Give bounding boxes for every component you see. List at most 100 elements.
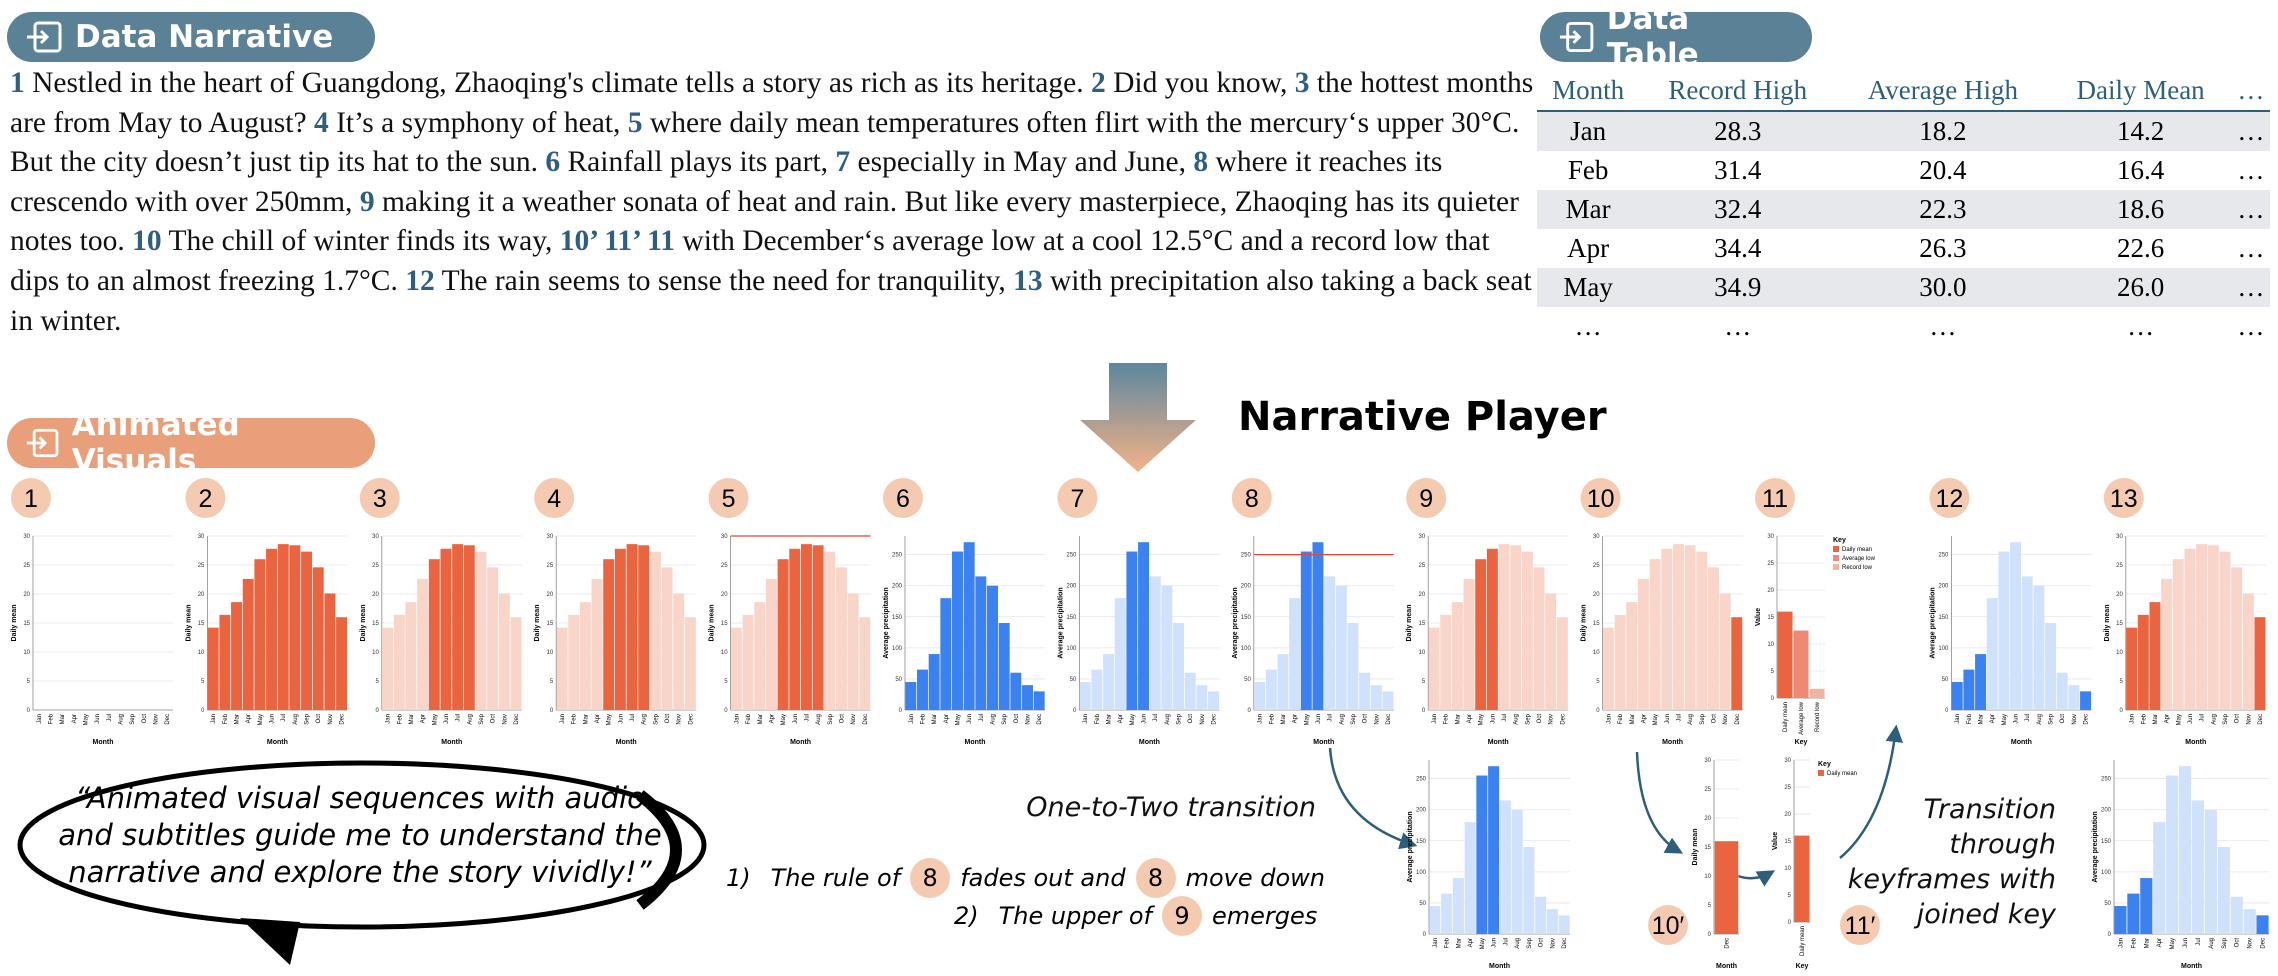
bar (917, 669, 928, 710)
legend-title: Key (1833, 537, 1846, 544)
y-tick-label: 20 (1784, 812, 1791, 818)
y-tick-label: 5 (1771, 669, 1775, 675)
bar (2196, 544, 2208, 710)
x-tick-label: Apr (421, 714, 427, 723)
bar (1614, 614, 1626, 710)
y-tick-label: 250 (1416, 777, 1427, 783)
x-tick-label: Sep (2049, 713, 2055, 724)
y-tick-label: 10 (1419, 650, 1426, 656)
section-pill: Animated Visuals (7, 407, 375, 479)
bar (626, 544, 638, 710)
bar (859, 617, 871, 710)
x-tick-label: Sep (2223, 713, 2229, 724)
table-cell: 31.4 (1714, 155, 1762, 185)
thumbnail: 0 5 10 15 20 25 30 Daily mean Month Jan Feb Mar Apr M… (708, 478, 871, 746)
y-tick-label: 20 (372, 592, 379, 598)
frame-badge (1406, 478, 1447, 518)
x-axis-label: Month (1488, 739, 1509, 746)
x-axis-label: Month (1489, 963, 1510, 970)
y-tick-label: 200 (1416, 808, 1427, 814)
x-tick-label: Nov (1549, 714, 1555, 725)
y-tick-label: 0 (550, 708, 554, 714)
x-tick-label: Jun (967, 714, 973, 724)
y-tick-label: 0 (1788, 920, 1792, 926)
x-tick-label: Mar (2153, 714, 2159, 724)
y-tick-label: 250 (1938, 553, 1949, 559)
y-tick-label: 20 (721, 592, 728, 598)
x-tick-label: Oct (1363, 714, 1369, 724)
bar (1499, 800, 1511, 934)
x-tick-label: Jan (2118, 938, 2124, 948)
x-tick-label: Jun (95, 714, 101, 724)
x-tick-label: Mar (1456, 938, 1462, 948)
x-tick-label: Nov (1200, 714, 1206, 725)
x-axis-label: Key (1796, 963, 1809, 970)
frame-badge (1648, 905, 1688, 945)
x-tick-label: Jul (107, 714, 113, 722)
thumbnail: 0 5 10 15 20 25 30 Daily mean Month Jan Feb Mar Apr M… (1580, 478, 1743, 746)
x-tick-label: Jul (1502, 714, 1508, 722)
x-tick-label: Aug (2037, 714, 2043, 725)
bar (603, 559, 615, 710)
x-tick-label: Mar (409, 714, 415, 724)
thumbnail: 0 5 10 15 20 25 30 Value Key Daily mean Key Daily m… (1772, 758, 1880, 970)
y-tick-label: 20 (1704, 816, 1711, 822)
x-tick-label: Nov (677, 714, 683, 725)
bar (2230, 896, 2243, 934)
frame-badge (1580, 478, 1621, 518)
table-row: Feb 31.4 20.4 16.4… (1537, 151, 2270, 190)
bar (1208, 691, 1220, 710)
bar (1254, 682, 1266, 710)
y-axis-label: Average precipitation (1057, 587, 1064, 658)
y-tick-label: 150 (892, 615, 903, 621)
note-line: keyframes with (1847, 864, 2056, 895)
bar (673, 593, 685, 710)
bar (1173, 623, 1185, 710)
x-tick-label: May (956, 714, 962, 725)
bar (1661, 548, 1673, 710)
step-number: 1) (726, 864, 751, 892)
table-cell: 22.3 (1836, 190, 2050, 229)
x-tick-label: Jan (37, 714, 43, 724)
bar (812, 545, 824, 710)
x-tick-label: Jun (1142, 714, 1148, 724)
frame-badge (1755, 478, 1795, 518)
bar (684, 617, 696, 710)
bar (2127, 893, 2140, 934)
x-tick-label: Aug (642, 714, 648, 725)
x-tick-label: Oct (839, 714, 845, 724)
y-axis-label: Daily mean (2104, 605, 2111, 642)
x-tick-label: Apr (246, 714, 252, 723)
step: 1) The rule of 8 fades out and 8 move down (726, 858, 1325, 898)
x-tick-label: Jan (1606, 714, 1612, 724)
bar (1126, 551, 1138, 710)
x-tick-label: Mar (932, 714, 938, 724)
x-axis-label: Month (790, 739, 811, 746)
y-tick-label: 30 (547, 534, 554, 540)
narrative-text: 1 Nestled in the heart of Guangdong, Zha… (10, 64, 1540, 341)
x-tick-label: Sep (1002, 713, 1008, 724)
x-tick-label: Jul (1676, 714, 1682, 722)
thumbnail: 0 50 100 150 200 250 Average precipitation Mont… (2092, 760, 2269, 970)
legend-label: Average low (1842, 556, 1876, 562)
sentence: the hottest months are from May to Augus… (10, 67, 1534, 139)
legend-title: Key (1818, 761, 1831, 768)
x-tick-label: Jul (456, 714, 462, 722)
x-tick-label: Dec (1735, 714, 1741, 725)
bar (2045, 623, 2057, 710)
x-tick-label: Oct (2060, 714, 2066, 724)
note-line: joined key (1916, 899, 2056, 930)
x-tick-label: May (1479, 714, 1485, 725)
x-tick-label: Jul (1153, 714, 1159, 722)
y-tick-label: 25 (1767, 561, 1774, 567)
y-tick-label: 5 (550, 679, 554, 685)
x-tick-label: Sep (1700, 713, 1706, 724)
bar (405, 602, 417, 710)
x-axis-label: Month (1139, 739, 1160, 746)
bar (1277, 654, 1289, 710)
x-tick-label: Feb (921, 713, 927, 724)
y-axis-label: Average precipitation (1407, 811, 1414, 882)
bar (207, 627, 219, 710)
sentence-number: 9 (359, 185, 375, 218)
